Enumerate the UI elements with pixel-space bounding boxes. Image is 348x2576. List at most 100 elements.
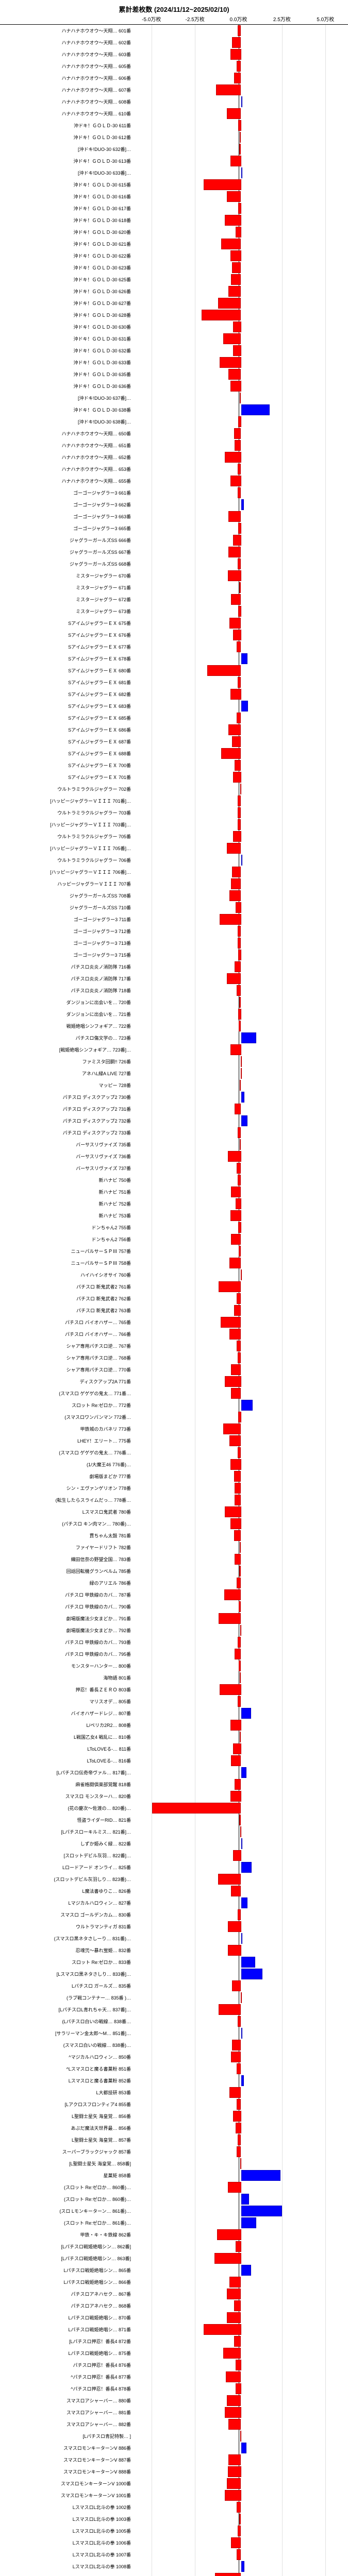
row-bar-area (134, 534, 348, 546)
bar (238, 203, 241, 214)
bar (229, 2277, 241, 2287)
data-row: パチスロ バイオハザー… 765番 (0, 1316, 348, 1328)
data-row: しずか姫みく緑… 822番 (0, 1838, 348, 1850)
row-bar-area (134, 2134, 348, 2146)
row-label: 沖ドキ！ＧＯＬＤ-30 611番 (0, 122, 134, 129)
bar (234, 2300, 241, 2311)
bar (233, 831, 241, 842)
row-bar-area (134, 2205, 348, 2217)
data-row: ニューパルサーＳＰⅢ 757番 (0, 1245, 348, 1257)
row-bar-area (134, 357, 348, 368)
row-bar-area (134, 392, 348, 404)
bar (229, 890, 241, 901)
row-label: (花の慶次～佐渡の… 820番)… (0, 1805, 134, 1811)
row-bar-area (134, 1790, 348, 1802)
data-row: ハナハナホウオウ～天翔… 607番 (0, 84, 348, 96)
data-row: ^パチスロ押忍！番長4 877番 (0, 2371, 348, 2383)
row-label: (スマスロ白いの戦線… 838番)… (0, 2042, 134, 2048)
row-bar-area (134, 2478, 348, 2489)
row-label: シャア専用パチスロ逆… 767番 (0, 1343, 134, 1349)
data-row: 新ハナビ 752番 (0, 1198, 348, 1210)
bar (231, 1187, 241, 1197)
row-label: SアイムジャグラーＥＸ 681番 (0, 679, 134, 686)
row-label: [Lスマスロ黒ネタさしり… 833番]… (0, 1971, 134, 1977)
bar (238, 2526, 241, 2536)
row-label: (ラブ戦コンテナー… 835番 )… (0, 1994, 134, 2001)
data-row: パチスロ 新鬼武者2 763番 (0, 1304, 348, 1316)
row-bar-area (134, 2489, 348, 2501)
data-row: ゴーゴージャグラー3 713番 (0, 937, 348, 949)
data-row: L魔法書ゆりこ… 826番 (0, 1885, 348, 1897)
row-bar-area (134, 854, 348, 866)
row-bar-area (134, 297, 348, 309)
row-bar-area (134, 96, 348, 108)
row-bar-area (134, 1245, 348, 1257)
data-row: ハナハナホウオウ～天翔… 652番 (0, 451, 348, 463)
row-label: 新ハナビ 751番 (0, 1189, 134, 1195)
bar (238, 487, 241, 498)
bar (230, 1044, 241, 1055)
row-bar-area (134, 1802, 348, 1814)
row-bar-area (134, 1150, 348, 1162)
row-bar-area (134, 2158, 348, 2170)
row-bar-area (134, 1696, 348, 1707)
row-label: ゴーゴージャグラー3 665番 (0, 525, 134, 532)
data-row: ゴーゴージャグラー3 662番 (0, 499, 348, 511)
data-row: (スマスロ ゲゲゲの鬼太… 771番… (0, 1387, 348, 1399)
data-row: ジャグラーガールズSS 667番 (0, 546, 348, 558)
row-label: パチスロ 新鬼武者2 761番 (0, 1283, 134, 1290)
row-label: スマスロモンキーターンⅤ 888番 (0, 2468, 134, 2475)
data-row: Lパチスロ ガールズ… 835番 (0, 1980, 348, 1992)
data-row: (スマスロ黒ネタさしーり… 831番)… (0, 1933, 348, 1944)
row-bar-area (134, 1921, 348, 1933)
bar (234, 428, 241, 439)
row-label: ダンジョンに出会いを… 721番 (0, 1011, 134, 1018)
row-label: あぶだ魔法天世界最… 856番 (0, 2125, 134, 2131)
bar (241, 2217, 256, 2228)
row-bar-area (134, 1269, 348, 1281)
bar (235, 760, 241, 771)
bar (225, 2490, 241, 2501)
row-label: ジャグラーガールズSS 708番 (0, 892, 134, 899)
data-row: [Lパチスロ押忍！番長4 872番 (0, 2335, 348, 2347)
row-label: (パチスロ キン肉マン… 780番)… (0, 1520, 134, 1527)
data-row: 沖ドキ！ＧＯＬＤ-30 622番 (0, 250, 348, 262)
row-label: L大都技研 853番 (0, 2089, 134, 2096)
row-label: スマスロモンキーターンⅤ 1001番 (0, 2492, 134, 2499)
data-row: [ハッピージャグラーＶＩＩＩ 706番]… (0, 866, 348, 878)
row-bar-area (134, 724, 348, 736)
data-row: 麻雀格闘倶楽部覚醒 818番 (0, 1778, 348, 1790)
bar (236, 2123, 241, 2133)
data-row: ミスタージャグラー 671番 (0, 582, 348, 594)
row-label: 麻雀格闘倶楽部覚醒 818番 (0, 1781, 134, 1788)
row-bar-area (134, 37, 348, 48)
row-bar-area (134, 25, 348, 37)
row-label: シャア専用パチスロ逆… 770番 (0, 1366, 134, 1373)
row-label: (スロット Re:ゼロか… 861番)… (0, 2219, 134, 2226)
data-row: パチスロ炎炎ノ消防隊 718番 (0, 985, 348, 996)
row-label: パチスロ バイオハザー… 766番 (0, 1331, 134, 1337)
row-label: LHEY！エリート… 775番 (0, 1437, 134, 1444)
row-bar-area (134, 2288, 348, 2300)
row-label: SアイムジャグラーＥＸ 685番 (0, 715, 134, 721)
row-bar-area (134, 2395, 348, 2406)
bar (220, 914, 241, 925)
data-row: スマスロモンキーターンⅤ 888番 (0, 2466, 348, 2478)
row-bar-area (134, 2312, 348, 2324)
row-label: ドンちゃん2 755番 (0, 1224, 134, 1231)
data-row: シャア専用パチスロ逆… 770番 (0, 1364, 348, 1376)
bar (227, 2395, 241, 2406)
bar (238, 807, 241, 818)
bar (230, 156, 241, 166)
bar (238, 606, 241, 617)
row-label: 沖ドキ！ＧＯＬＤ-30 618番 (0, 217, 134, 224)
row-label: 沖ドキ！ＧＯＬＤ-30 626番 (0, 288, 134, 295)
data-row: [ハッピージャグラーＶＩＩＩ 705番]… (0, 842, 348, 854)
bar (241, 1838, 242, 1849)
row-label: [沖ドキ!DUO-30 633番]… (0, 170, 134, 176)
row-bar-area (134, 2359, 348, 2371)
row-bar-area (134, 309, 348, 321)
data-row: 貫ちゃん太鼓 781番 (0, 1530, 348, 1541)
bar (233, 772, 241, 783)
bar (237, 2502, 241, 2513)
